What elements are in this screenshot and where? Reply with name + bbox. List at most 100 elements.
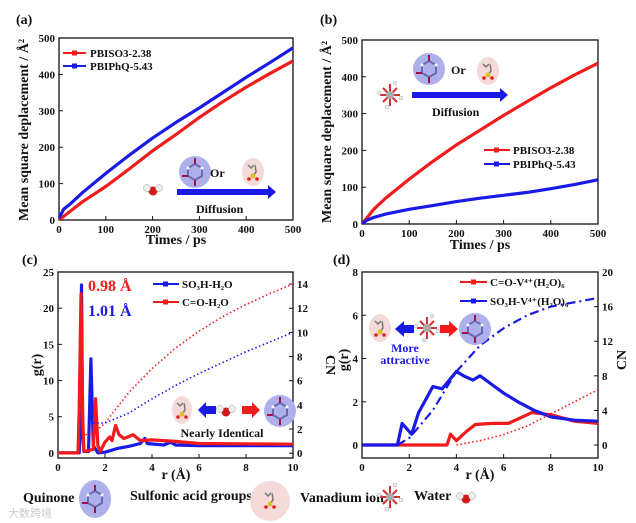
panel-b: (b) 0 100 200 300 400 500 0 100 200 300 400 500 Tim… (319, 13, 607, 253)
x-tick-label: 400 (238, 224, 255, 236)
y2-tick-label: 2 (297, 424, 303, 436)
y2-tick-label: 12 (297, 303, 309, 315)
watermark: 大数跨境 (8, 506, 52, 520)
plot-frame (57, 271, 294, 459)
panel-label: (a) (16, 13, 33, 28)
y-tick-label: 300 (39, 106, 56, 118)
y-tick-label: 500 (39, 33, 56, 45)
legend-label: SO₃H-H₂O (182, 279, 233, 291)
or-label: Or (451, 63, 466, 77)
key-vanadium-label: Vanadium ion (300, 491, 384, 506)
legend-marker-blue (494, 161, 499, 167)
diffusion-label: Diffusion (432, 105, 480, 119)
legend-marker-red (72, 50, 77, 56)
water-molecule-icon (456, 492, 476, 504)
y2-tick-label: 20 (602, 267, 614, 279)
x-tick-label: 400 (543, 228, 560, 240)
series-group (58, 283, 293, 455)
legend-marker-blue (471, 298, 476, 304)
quinone-icon (79, 480, 111, 518)
legend-label: PBIPhQ-5.43 (513, 159, 576, 171)
hydrated-vanadium-icon (376, 80, 404, 110)
legend: PBISO3-2.38 PBIPhQ-5.43 (484, 145, 576, 171)
legend-marker-red (163, 299, 168, 305)
quinone-icon (179, 156, 211, 188)
x-tick-label: 500 (590, 228, 607, 240)
legend-label: SO₃H-V⁴⁺(H₂O)₆ (490, 296, 569, 308)
series-line (456, 388, 598, 446)
series-line (396, 296, 598, 446)
y-tick-label: 0 (353, 440, 359, 452)
y2-tick-label: 4 (602, 405, 608, 417)
legend: PBISO3-2.38 PBIPhQ-5.43 (63, 48, 153, 73)
x-tick-label: 100 (401, 228, 418, 240)
key-water-label: Water (414, 489, 451, 504)
interaction-inset: Nearly Identical (172, 395, 296, 440)
y-tick-label: 500 (342, 35, 359, 47)
legend-label: C=O-H₂O (182, 297, 229, 309)
note-label: Nearly Identical (181, 426, 265, 440)
note-label: More (391, 341, 419, 355)
series-line (362, 178, 598, 224)
x-tick-label: 10 (593, 462, 605, 474)
panel-label: (c) (22, 253, 38, 268)
arrow-right-icon (177, 185, 276, 199)
y2-tick-label: 14 (297, 279, 309, 291)
hydrated-vanadium-icon (413, 313, 441, 343)
vanadium-ion-icon (376, 482, 404, 512)
sulfonic-icon (250, 481, 290, 521)
note-label: attractive (380, 353, 430, 367)
y-axis-title: g(r) (337, 348, 352, 371)
diffusion-label: Diffusion (196, 202, 244, 216)
y2-tick-label: 8 (297, 352, 303, 364)
x-tick-label: 300 (495, 228, 512, 240)
y2-tick-label: 12 (602, 336, 614, 348)
x-tick-label: 6 (196, 462, 202, 474)
y-tick-label: 400 (39, 69, 56, 81)
sulfonic-icon (242, 158, 264, 186)
y2-tick-label: 0 (602, 440, 608, 452)
panel-label: (d) (333, 253, 350, 268)
water-molecule-icon (216, 405, 236, 417)
arrow-right-icon (440, 321, 458, 337)
series-line (362, 411, 598, 447)
x-axis-title: r (Å) (162, 467, 191, 483)
series-group (59, 46, 293, 220)
x-tick-label: 4 (149, 462, 155, 474)
x-tick-label: 0 (56, 224, 62, 236)
panel-label: (b) (320, 13, 337, 28)
series-line (362, 61, 598, 224)
y-tick-label: 300 (342, 109, 359, 121)
x-tick-label: 200 (144, 224, 161, 236)
y-tick-label: 6 (353, 310, 359, 322)
y-tick-label: 8 (353, 267, 359, 279)
y2-tick-label: 0 (297, 448, 303, 460)
x-tick-label: 2 (406, 462, 412, 474)
x-tick-label: 6 (501, 462, 507, 474)
y2-tick-label: 16 (602, 302, 614, 314)
diffusion-inset: Or Diffusion (143, 156, 276, 216)
x-tick-label: 8 (548, 462, 554, 474)
arrow-left-icon (395, 321, 414, 337)
y-tick-label: 0 (50, 215, 56, 227)
panel-c: (c) 0 2 4 6 8 10 0 5 10 15 20 25 0 2 4 6 8 10 12 14 r (Å) g… (22, 253, 337, 483)
y-tick-label: 10 (43, 376, 55, 388)
legend-label: PBISO3-2.38 (90, 48, 152, 60)
diffusion-inset: Or Diffusion (376, 53, 508, 119)
panel-a: (a) 0 100 200 300 400 500 0 100 200 300 400 500 Tim… (16, 13, 302, 248)
x-tick-label: 10 (288, 462, 300, 474)
arrow-right-icon (242, 402, 260, 418)
key-quinone-label: Quinone (23, 491, 74, 506)
y-tick-label: 400 (342, 72, 359, 84)
y-axis-title: Mean square deplacement / Å² (319, 41, 335, 223)
sulfonic-icon (477, 57, 499, 85)
sulfonic-icon (172, 396, 192, 424)
legend-label: C=O-V⁴⁺(H₂O)₆ (490, 277, 565, 289)
legend: C=O-V⁴⁺(H₂O)₆ SO₃H-V⁴⁺(H₂O)₆ (460, 277, 569, 308)
legend-label: PBIPhQ-5.43 (90, 61, 153, 73)
y-tick-label: 100 (342, 182, 359, 194)
x-tick-label: 4 (454, 462, 460, 474)
interaction-inset: More attractive (369, 313, 491, 367)
series-line (93, 331, 293, 424)
